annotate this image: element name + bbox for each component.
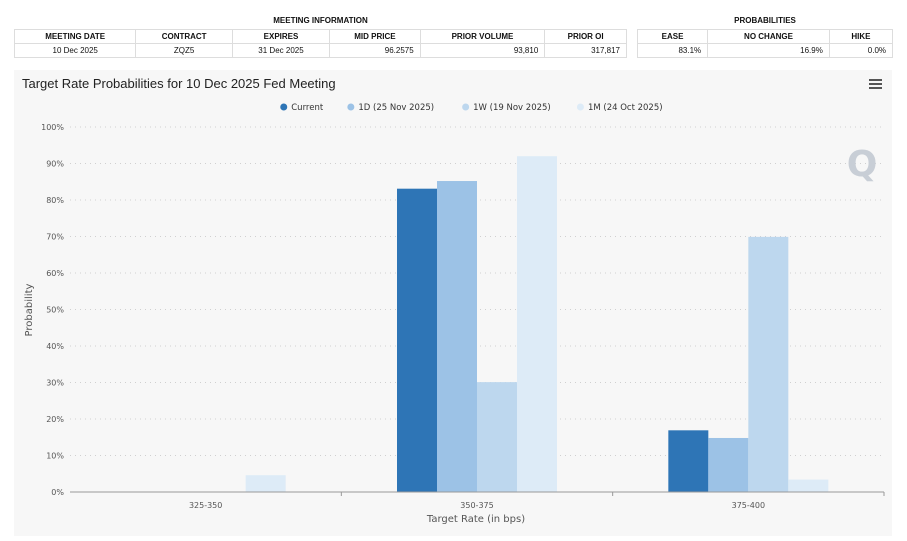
table-row: 83.1% 16.9% 0.0% xyxy=(636,43,894,58)
col-contract: CONTRACT xyxy=(135,29,233,44)
legend-label: 1D (25 Nov 2025) xyxy=(358,103,434,113)
bar-1-3[interactable] xyxy=(517,156,557,492)
legend-marker xyxy=(462,103,470,111)
y-tick-label: 50% xyxy=(46,306,64,315)
col-no-change: NO CHANGE xyxy=(707,29,830,44)
legend-item[interactable]: 1M (24 Oct 2025) xyxy=(576,103,663,113)
probabilities-header: PROBABILITIES xyxy=(637,12,893,30)
watermark-logo: Q xyxy=(847,144,878,185)
cell-hike: 0.0% xyxy=(828,43,894,58)
bar-2-1[interactable] xyxy=(708,437,749,492)
y-tick-label: 70% xyxy=(46,233,64,242)
y-tick-label: 10% xyxy=(46,452,64,461)
bar-chart: 0% 10% 20% 30% 40% 50% 60% 70% 80% 90% 100% 325-350… xyxy=(24,103,885,525)
cell-mid-price: 96.2575 xyxy=(329,43,421,58)
legend-marker xyxy=(280,103,288,111)
bar-2-0[interactable] xyxy=(668,430,709,492)
legend-item[interactable]: 1D (25 Nov 2025) xyxy=(347,103,434,113)
col-prior-volume: PRIOR VOLUME xyxy=(419,29,546,44)
meeting-info-header: MEETING INFORMATION xyxy=(14,12,627,30)
cell-contract: ZQZ5 xyxy=(135,43,233,58)
cell-prior-volume: 93,810 xyxy=(419,43,546,58)
y-tick-label: 20% xyxy=(46,415,64,424)
col-hike: HIKE xyxy=(828,29,894,44)
bar-1-1[interactable] xyxy=(437,181,477,492)
col-ease: EASE xyxy=(636,29,709,44)
legend-item[interactable]: 1W (19 Nov 2025) xyxy=(462,103,551,113)
y-tick-label: 0% xyxy=(51,488,64,497)
y-tick-label: 60% xyxy=(46,269,64,278)
col-meeting-date: MEETING DATE xyxy=(13,29,137,44)
chart-title: Target Rate Probabilities for 10 Dec 202… xyxy=(22,76,336,91)
y-tick-label: 80% xyxy=(46,196,64,205)
legend-label: Current xyxy=(291,103,324,113)
x-tick-label: 350-375 xyxy=(460,501,493,510)
legend-marker xyxy=(347,103,355,111)
bar-2-3[interactable] xyxy=(788,479,829,492)
x-tick-label: 375-400 xyxy=(732,501,765,510)
meeting-info-table: MEETING INFORMATION MEETING DATE CONTRAC… xyxy=(13,12,627,58)
y-tick-label: 40% xyxy=(46,342,64,351)
cell-prior-oi: 317,817 xyxy=(544,43,627,58)
y-tick-label: 100% xyxy=(41,123,64,132)
y-axis-title: Probability xyxy=(24,283,35,336)
legend-item[interactable]: Current xyxy=(280,103,324,113)
y-tick-label: 30% xyxy=(46,379,64,388)
menu-icon[interactable] xyxy=(869,79,882,91)
legend-label: 1W (19 Nov 2025) xyxy=(473,103,551,113)
cell-meeting-date: 10 Dec 2025 xyxy=(13,43,137,58)
bar-0-3[interactable] xyxy=(245,475,286,492)
bar-1-2[interactable] xyxy=(477,382,517,492)
legend-marker xyxy=(576,103,584,111)
chart-panel: Target Rate Probabilities for 10 Dec 202… xyxy=(14,70,892,536)
probabilities-table: PROBABILITIES EASE NO CHANGE HIKE 83.1% … xyxy=(636,12,894,58)
bar-1-0[interactable] xyxy=(397,188,437,492)
table-row: 10 Dec 2025 ZQZ5 31 Dec 2025 96.2575 93,… xyxy=(13,43,627,58)
cell-expires: 31 Dec 2025 xyxy=(231,43,331,58)
x-axis-title: Target Rate (in bps) xyxy=(426,514,525,525)
col-expires: EXPIRES xyxy=(231,29,331,44)
col-prior-oi: PRIOR OI xyxy=(544,29,627,44)
legend-label: 1M (24 Oct 2025) xyxy=(588,103,663,113)
cell-ease: 83.1% xyxy=(636,43,709,58)
cell-no-change: 16.9% xyxy=(707,43,830,58)
bar-2-2[interactable] xyxy=(748,236,789,492)
y-tick-label: 90% xyxy=(46,160,64,169)
x-tick-label: 325-350 xyxy=(189,501,222,510)
col-mid-price: MID PRICE xyxy=(329,29,421,44)
